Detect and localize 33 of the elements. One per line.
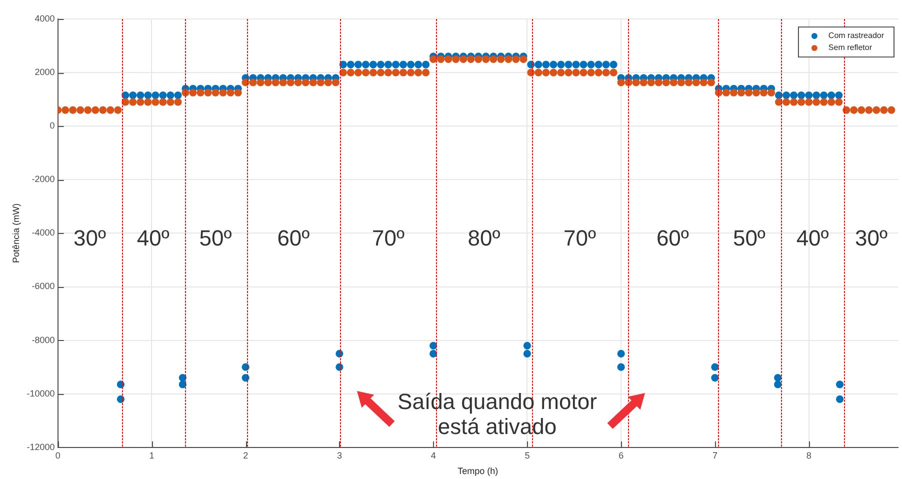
annotation: 70º xyxy=(564,225,596,250)
y-tick-label: 0 xyxy=(50,120,55,131)
annotation: Saída quando motor está ativado xyxy=(398,388,597,439)
x-tick-label: 8 xyxy=(806,450,812,460)
annotation: 40º xyxy=(796,225,829,250)
x-tick-label: 7 xyxy=(712,450,718,460)
y-tick-label: 4000 xyxy=(34,13,55,24)
y-tick-label: -6000 xyxy=(32,281,55,292)
annotation: 50º xyxy=(732,225,766,250)
annotation: 30º xyxy=(854,225,888,250)
y-tick-label: -4000 xyxy=(32,228,55,238)
x-tick-label: 4 xyxy=(430,450,436,460)
y-axis-title: Potência (mW) xyxy=(10,203,21,263)
annotation: 50º xyxy=(199,225,232,250)
y-tick-label: -12000 xyxy=(26,442,55,452)
x-tick-label: 2 xyxy=(243,450,248,460)
annotation: 80º xyxy=(468,225,500,250)
legend-label: Sem refletor xyxy=(828,43,872,52)
y-tick-label: -8000 xyxy=(32,334,55,345)
y-tick-label: 2000 xyxy=(34,67,55,78)
annotation: 30º xyxy=(73,225,106,250)
x-axis-title: Tempo (h) xyxy=(458,466,498,476)
annotation: 40º xyxy=(136,225,170,250)
y-tick-label: -2000 xyxy=(32,174,55,184)
annotation: 60º xyxy=(277,225,310,250)
x-tick-label: 3 xyxy=(336,450,342,460)
y-tick-label: -10000 xyxy=(26,388,55,398)
x-tick-label: 1 xyxy=(149,450,154,460)
x-tick-label: 5 xyxy=(524,450,530,460)
annotation: 70º xyxy=(372,225,405,250)
legend-label: Com rastreador xyxy=(828,31,884,40)
annotation: 60º xyxy=(656,225,689,250)
x-tick-label: 6 xyxy=(618,450,624,460)
